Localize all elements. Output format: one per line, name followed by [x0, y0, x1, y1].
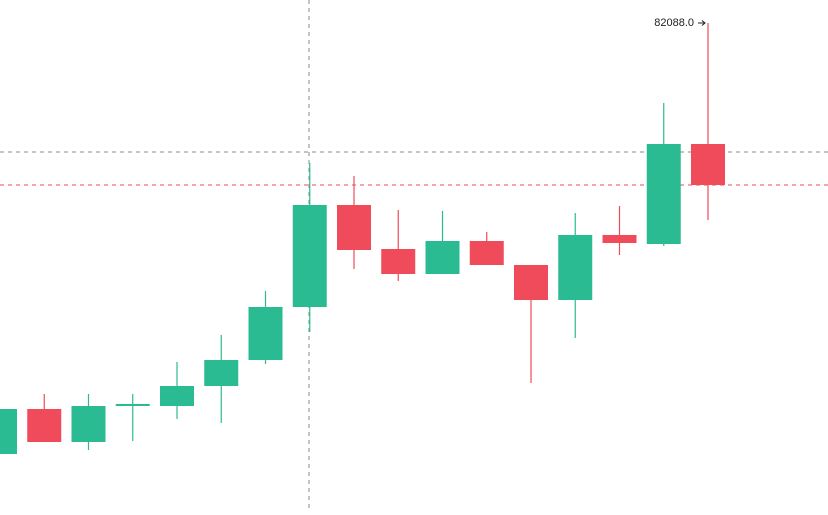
- candle-body: [0, 409, 17, 454]
- candle-body: [292, 205, 327, 307]
- candle-body: [469, 241, 504, 265]
- candle-body: [691, 144, 725, 185]
- candle-body: [381, 249, 416, 274]
- candle-body: [558, 235, 593, 300]
- candle-body: [27, 409, 62, 442]
- candle-body: [115, 404, 150, 406]
- candle-body: [602, 235, 637, 243]
- candle-body: [514, 265, 548, 300]
- candle-body: [646, 144, 681, 244]
- candle-body: [248, 307, 283, 360]
- candle-body: [425, 241, 460, 274]
- max-price-arrow: [698, 20, 706, 26]
- candle-body: [160, 386, 194, 406]
- max-price-label: 82088.0: [654, 17, 694, 29]
- candle-body: [337, 205, 371, 250]
- candle-body: [204, 360, 239, 386]
- candle-body: [71, 406, 106, 442]
